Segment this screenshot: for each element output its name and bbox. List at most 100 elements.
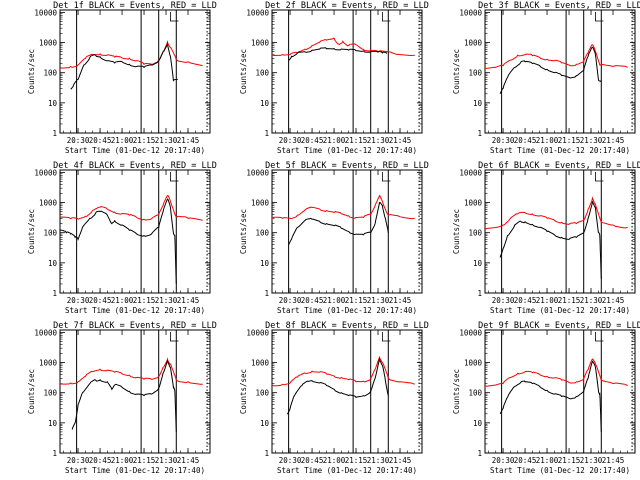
lld-series-line [271, 355, 415, 387]
interval-bracket [382, 12, 391, 22]
events-series-line [499, 201, 602, 279]
y-tick-label: 10000 [246, 168, 269, 177]
y-axis-label: Counts/sec [452, 369, 461, 414]
x-tick-label: 21:00 [111, 456, 134, 465]
x-tick-label: 21:30 [367, 136, 390, 145]
x-tick-label: 20:45 [89, 456, 112, 465]
y-tick-label: 1000 [464, 359, 483, 368]
interval-bracket [170, 12, 179, 22]
y-tick-label: 100 [43, 229, 57, 238]
events-series-line [71, 360, 177, 432]
x-tick-label: 21:45 [177, 456, 200, 465]
interval-bracket [382, 172, 391, 182]
y-tick-label: 10 [473, 259, 483, 268]
y-axis-label: Counts/sec [239, 49, 248, 94]
lld-series-line [484, 358, 628, 387]
panel-title: Det 9f BLACK = Events, RED = LLD [478, 321, 640, 331]
y-tick-label: 100 [468, 69, 482, 78]
x-tick-label: 21:45 [177, 296, 200, 305]
plot-frame [59, 329, 211, 454]
events-series-line [499, 46, 602, 95]
x-axis-label: Start Time (01-Dec-12 20:17:40) [490, 146, 630, 155]
x-tick-label: 20:45 [301, 456, 324, 465]
x-tick-label: 21:15 [345, 456, 368, 465]
x-tick-label: 21:30 [367, 296, 390, 305]
y-tick-label: 10 [260, 99, 270, 108]
x-tick-label: 21:15 [345, 136, 368, 145]
y-axis-label: Counts/sec [239, 209, 248, 254]
x-tick-label: 20:45 [514, 296, 537, 305]
x-tick-label: 21:00 [323, 296, 346, 305]
y-axis-label: Counts/sec [239, 369, 248, 414]
y-tick-label: 10000 [459, 328, 482, 337]
x-tick-label: 21:15 [133, 456, 156, 465]
x-tick-label: 20:45 [301, 136, 324, 145]
events-series-line [287, 357, 389, 415]
y-tick-label: 100 [255, 389, 269, 398]
x-axis-label: Start Time (01-Dec-12 20:17:40) [277, 466, 417, 475]
x-tick-label: 21:45 [602, 136, 625, 145]
plot-frame [271, 169, 423, 294]
x-tick-label: 21:45 [389, 296, 412, 305]
plot-frame [484, 9, 636, 134]
y-tick-label: 10 [48, 99, 58, 108]
x-tick-label: 21:45 [389, 456, 412, 465]
y-tick-label: 1000 [251, 39, 270, 48]
x-tick-label: 21:15 [345, 296, 368, 305]
y-tick-label: 100 [43, 69, 57, 78]
lld-series-line [484, 44, 628, 69]
plot-frame [484, 169, 636, 294]
y-axis-label: Counts/sec [452, 49, 461, 94]
y-tick-label: 1000 [39, 359, 58, 368]
x-tick-label: 21:00 [323, 456, 346, 465]
plot-frame [59, 169, 211, 294]
interval-bracket [595, 332, 604, 342]
x-tick-label: 21:00 [536, 296, 559, 305]
x-axis-label: Start Time (01-Dec-12 20:17:40) [490, 466, 630, 475]
y-tick-label: 1 [477, 129, 482, 138]
y-tick-label: 10000 [34, 168, 57, 177]
x-tick-label: 20:45 [89, 296, 112, 305]
panel-det-7: Det 7f BLACK = Events, RED = LLD 1 10 100 10… [27, 321, 217, 475]
y-tick-label: 100 [468, 229, 482, 238]
panel-title: Det 3f BLACK = Events, RED = LLD [478, 1, 640, 11]
x-tick-label: 21:00 [536, 456, 559, 465]
x-axis-label: Start Time (01-Dec-12 20:17:40) [277, 146, 417, 155]
y-axis-label: Counts/sec [27, 49, 36, 94]
plot-frame [271, 9, 423, 134]
x-tick-label: 21:30 [155, 136, 178, 145]
x-tick-label: 20:30 [67, 136, 90, 145]
lld-series-line [271, 194, 415, 220]
events-series-line [288, 202, 389, 245]
panel-title: Det 2f BLACK = Events, RED = LLD [265, 1, 429, 11]
events-series-line [59, 198, 177, 284]
x-axis-label: Start Time (01-Dec-12 20:17:40) [277, 306, 417, 315]
interval-bracket [382, 332, 391, 342]
x-tick-label: 20:45 [89, 136, 112, 145]
panel-title: Det 4f BLACK = Events, RED = LLD [53, 161, 217, 171]
panel-det-5: Det 5f BLACK = Events, RED = LLD 1 10 100 10… [239, 161, 429, 315]
y-tick-label: 1 [52, 449, 57, 458]
x-tick-label: 21:30 [155, 296, 178, 305]
y-tick-label: 1 [264, 129, 269, 138]
x-tick-label: 21:30 [155, 456, 178, 465]
y-axis-label: Counts/sec [452, 209, 461, 254]
y-tick-label: 1 [477, 289, 482, 298]
y-tick-label: 100 [255, 229, 269, 238]
panel-det-3: Det 3f BLACK = Events, RED = LLD 1 10 100 10… [452, 1, 640, 155]
interval-bracket [595, 12, 604, 22]
interval-bracket [170, 172, 179, 182]
x-tick-label: 20:30 [279, 296, 302, 305]
y-axis-label: Counts/sec [27, 369, 36, 414]
x-tick-label: 20:30 [492, 456, 515, 465]
y-tick-label: 1 [264, 289, 269, 298]
y-tick-label: 1000 [251, 199, 270, 208]
panel-det-2: Det 2f BLACK = Events, RED = LLD 1 10 100 10… [239, 1, 429, 155]
y-axis-label: Counts/sec [27, 209, 36, 254]
x-tick-label: 21:45 [389, 136, 412, 145]
lld-series-line [271, 37, 415, 57]
y-tick-label: 10 [473, 419, 483, 428]
y-tick-label: 10 [473, 99, 483, 108]
y-tick-label: 10000 [459, 168, 482, 177]
panel-det-4: Det 4f BLACK = Events, RED = LLD 1 10 100 10… [27, 161, 217, 315]
